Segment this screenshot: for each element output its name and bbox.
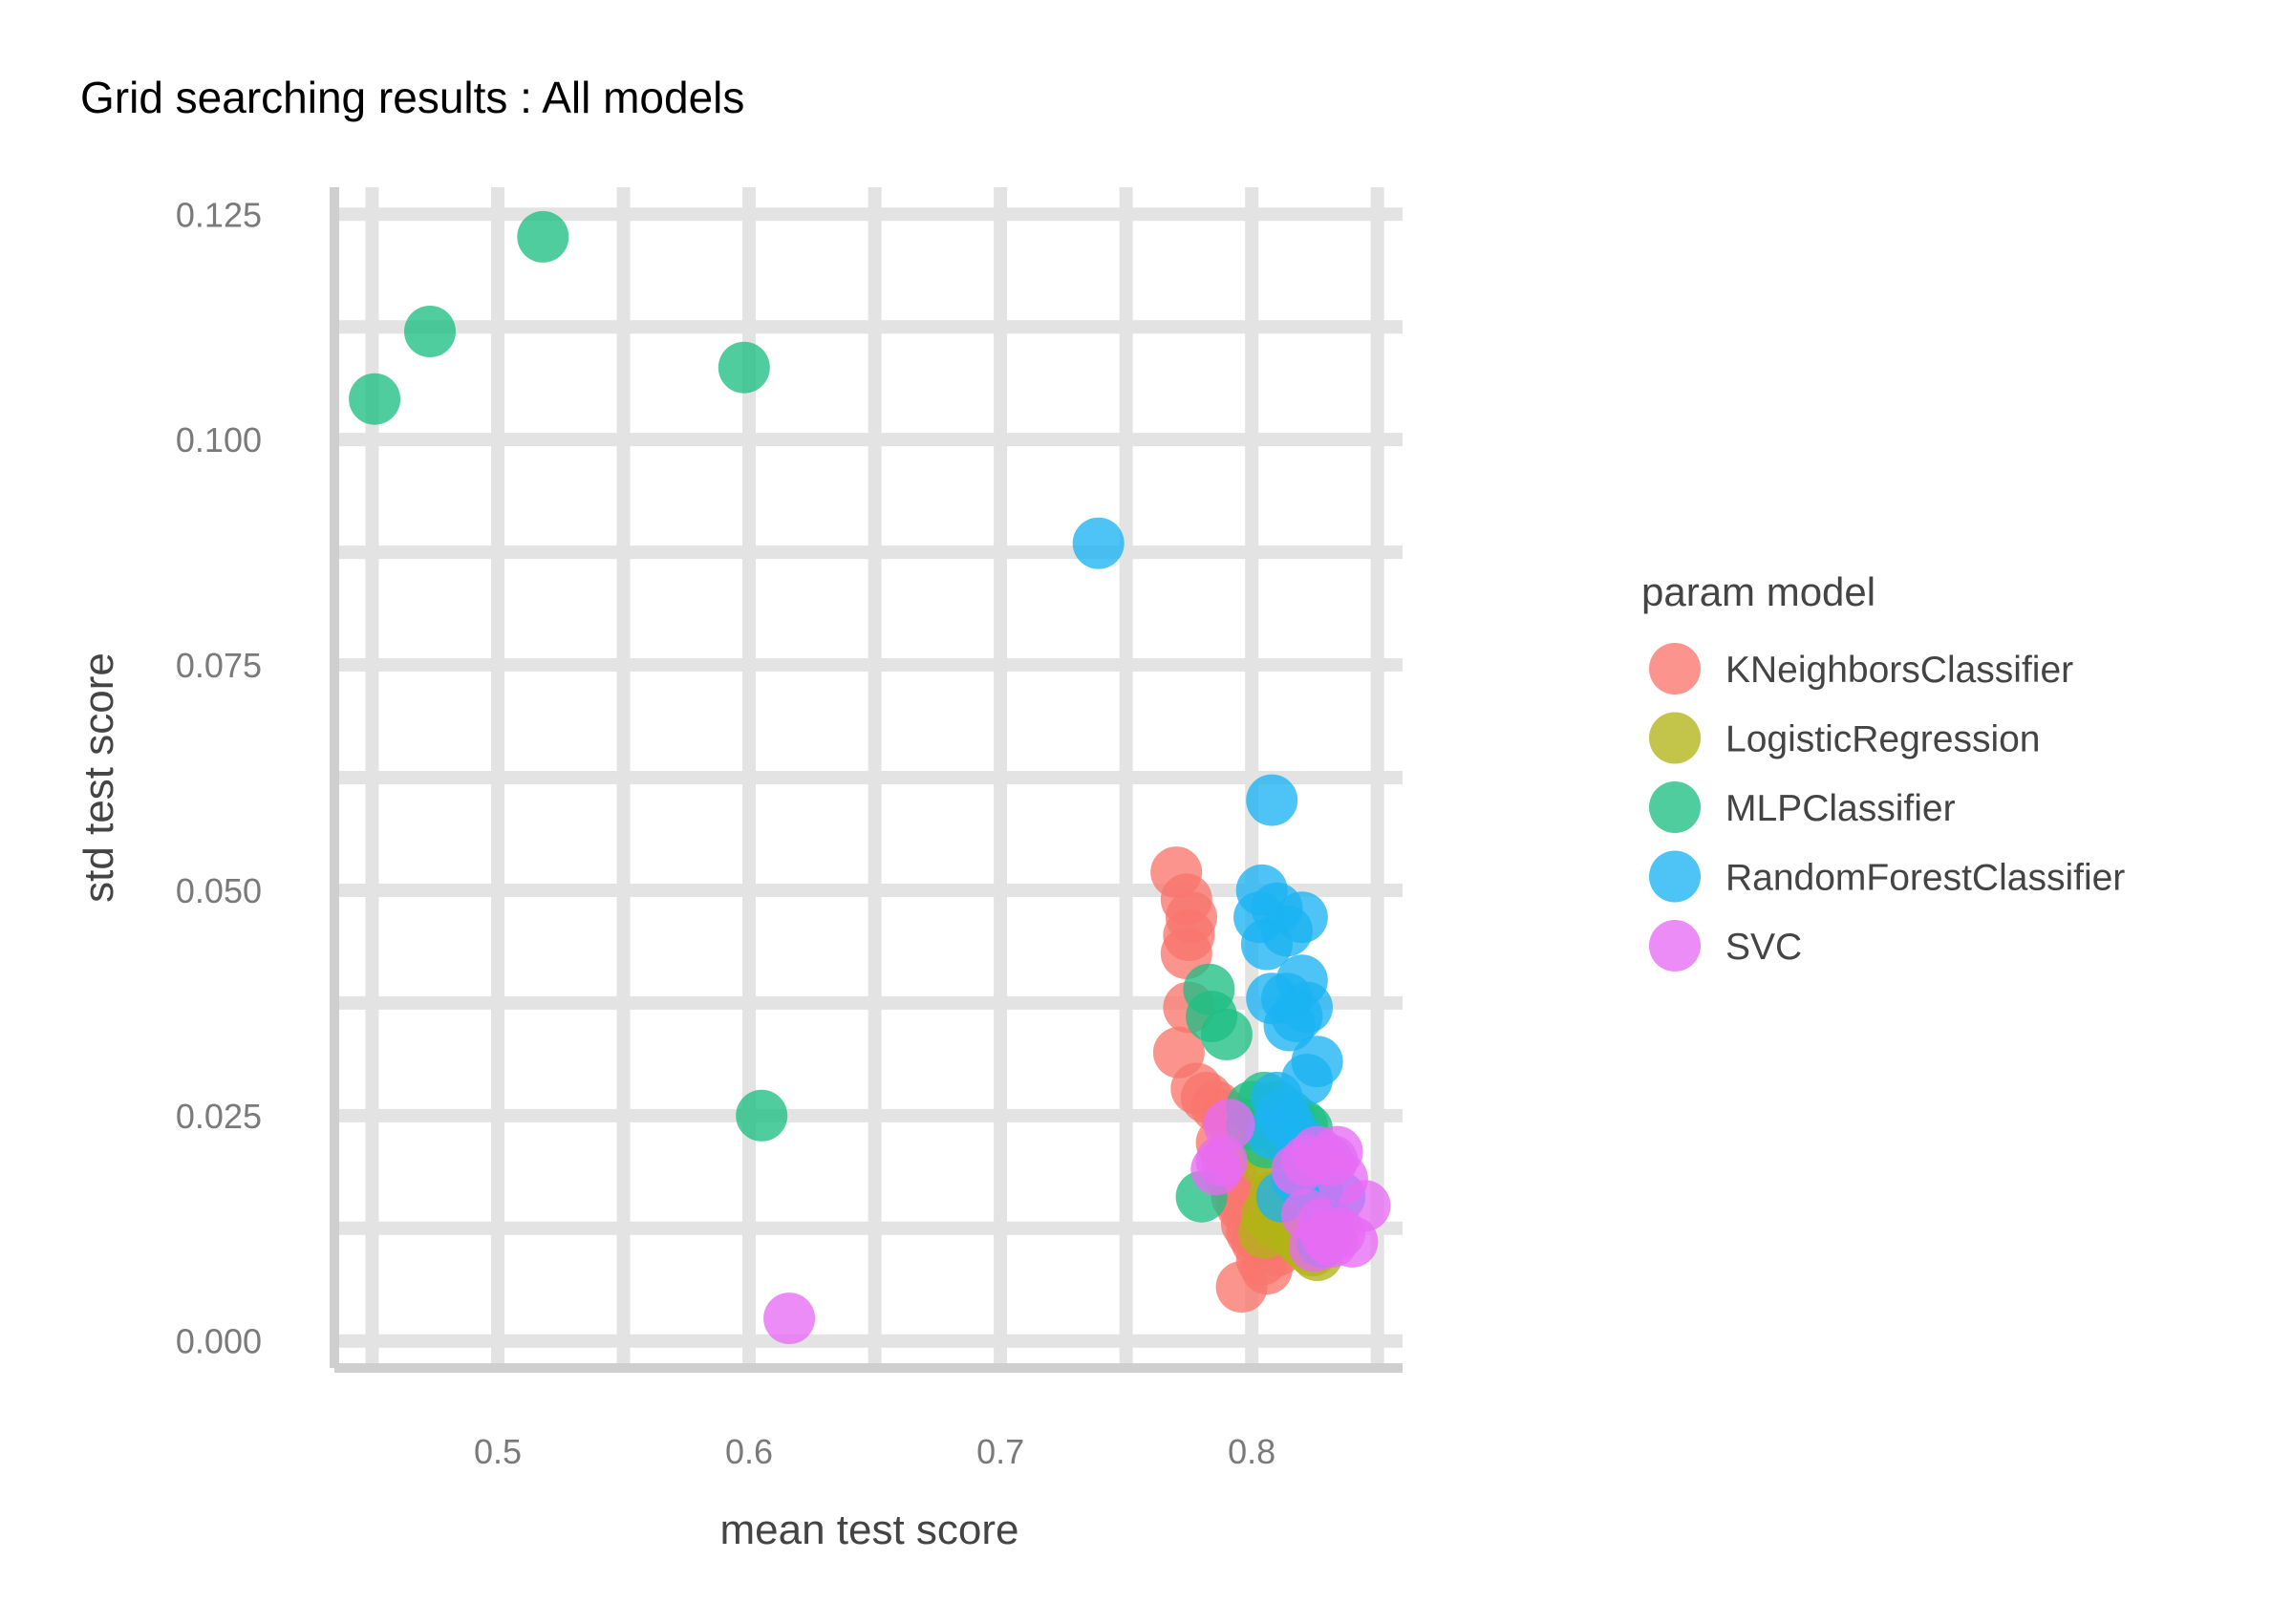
legend-label: SVC [1725,927,1802,968]
legend-item-logisticregression: LogisticRegression [1649,712,2041,764]
point-svc [1195,1135,1248,1186]
y-tick-label: 0.075 [176,646,262,685]
x-tick-label: 0.5 [474,1432,522,1471]
x-tick-label: 0.6 [725,1432,773,1471]
legend-swatch [1649,920,1701,972]
legend-label: LogisticRegression [1725,719,2041,760]
legend-item-kneighborsclassifier: KNeighborsClassifier [1649,643,2073,694]
x-axis-label: mean test score [719,1506,1018,1553]
point-mlpclassifier [404,306,456,357]
point-mlpclassifier [349,373,401,425]
point-randomforestclassifier [1240,918,1293,971]
point-randomforestclassifier [1246,774,1298,826]
legend-label: KNeighborsClassifier [1725,650,2073,691]
point-mlpclassifier [736,1089,788,1142]
y-tick-label: 0.100 [176,420,262,459]
x-tick-labels: 0.5 0.6 0.7 0.8 [474,1432,1275,1471]
point-randomforestclassifier [1263,999,1316,1052]
legend-label: MLPClassifier [1725,788,1956,829]
legend-swatch [1649,850,1701,903]
legend-item-randomforestclassifier: RandomForestClassifier [1649,850,2125,903]
y-tick-label: 0.000 [176,1322,262,1361]
x-tick-label: 0.8 [1228,1432,1275,1471]
data-points [349,210,1391,1345]
point-svc [763,1293,816,1345]
y-tick-label: 0.125 [176,195,262,234]
legend-swatch [1649,781,1701,833]
y-tick-label: 0.025 [176,1097,262,1136]
legend-label: RandomForestClassifier [1725,858,2125,899]
y-axis-label: std test score [75,652,122,903]
y-tick-label: 0.050 [176,871,262,910]
y-tick-labels: 0.000 0.025 0.050 0.075 0.100 0.125 [176,195,262,1360]
legend: param model KNeighborsClassifier Logistic… [1641,569,2125,972]
legend-item-svc: SVC [1649,920,1802,972]
legend-title: param model [1641,569,1875,614]
point-randomforestclassifier [1072,517,1125,569]
axes [330,187,1403,1373]
legend-swatch [1649,643,1701,694]
legend-item-mlpclassifier: MLPClassifier [1649,781,1956,833]
point-mlpclassifier [1200,1008,1253,1060]
point-mlpclassifier [718,341,770,394]
point-mlpclassifier [517,210,569,263]
point-svc [1301,1211,1354,1264]
x-tick-label: 0.7 [976,1432,1024,1471]
chart-title: Grid searching results : All models [80,73,744,122]
legend-swatch [1649,712,1701,764]
